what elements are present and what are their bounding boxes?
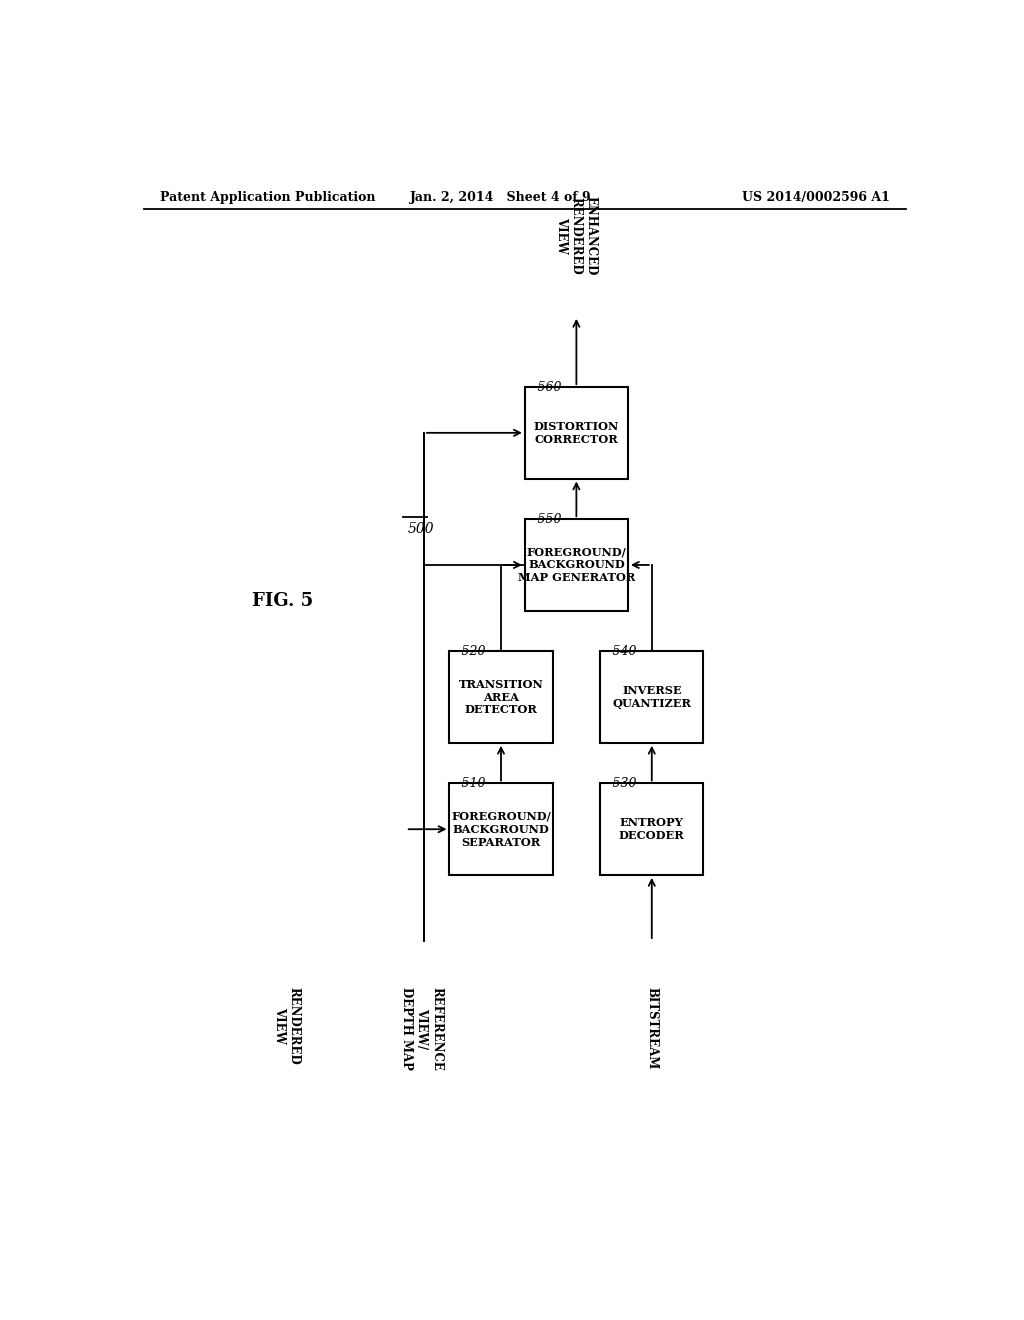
Text: Patent Application Publication: Patent Application Publication [160, 190, 375, 203]
Text: ∼510: ∼510 [452, 777, 486, 789]
Text: 500: 500 [408, 523, 434, 536]
FancyBboxPatch shape [524, 387, 628, 479]
Text: BITSTREAM: BITSTREAM [645, 987, 658, 1069]
Text: Jan. 2, 2014   Sheet 4 of 9: Jan. 2, 2014 Sheet 4 of 9 [411, 190, 592, 203]
Text: ∼530: ∼530 [602, 777, 637, 789]
Text: FIG. 5: FIG. 5 [252, 591, 313, 610]
Text: ENTROPY
DECODER: ENTROPY DECODER [618, 817, 685, 841]
FancyBboxPatch shape [450, 784, 553, 875]
Text: ∼560: ∼560 [527, 380, 562, 393]
FancyBboxPatch shape [524, 519, 628, 611]
Text: TRANSITION
AREA
DETECTOR: TRANSITION AREA DETECTOR [459, 678, 544, 715]
Text: RENDERED
VIEW: RENDERED VIEW [272, 987, 301, 1064]
FancyBboxPatch shape [600, 784, 703, 875]
FancyBboxPatch shape [600, 651, 703, 743]
Text: ∼520: ∼520 [452, 645, 486, 657]
Text: ENHANCED
RENDERED
VIEW: ENHANCED RENDERED VIEW [555, 195, 598, 276]
FancyBboxPatch shape [450, 651, 553, 743]
Text: DISTORTION
CORRECTOR: DISTORTION CORRECTOR [534, 421, 620, 445]
Text: ∼540: ∼540 [602, 645, 637, 657]
Text: INVERSE
QUANTIZER: INVERSE QUANTIZER [612, 685, 691, 709]
Text: FOREGROUND/
BACKGROUND
SEPARATOR: FOREGROUND/ BACKGROUND SEPARATOR [452, 810, 551, 847]
Text: FOREGROUND/
BACKGROUND
MAP GENERATOR: FOREGROUND/ BACKGROUND MAP GENERATOR [518, 546, 635, 583]
Text: ∼550: ∼550 [527, 512, 562, 525]
Text: US 2014/0002596 A1: US 2014/0002596 A1 [742, 190, 890, 203]
Text: REFERENCE
VIEW/
DEPTH MAP: REFERENCE VIEW/ DEPTH MAP [400, 987, 443, 1071]
